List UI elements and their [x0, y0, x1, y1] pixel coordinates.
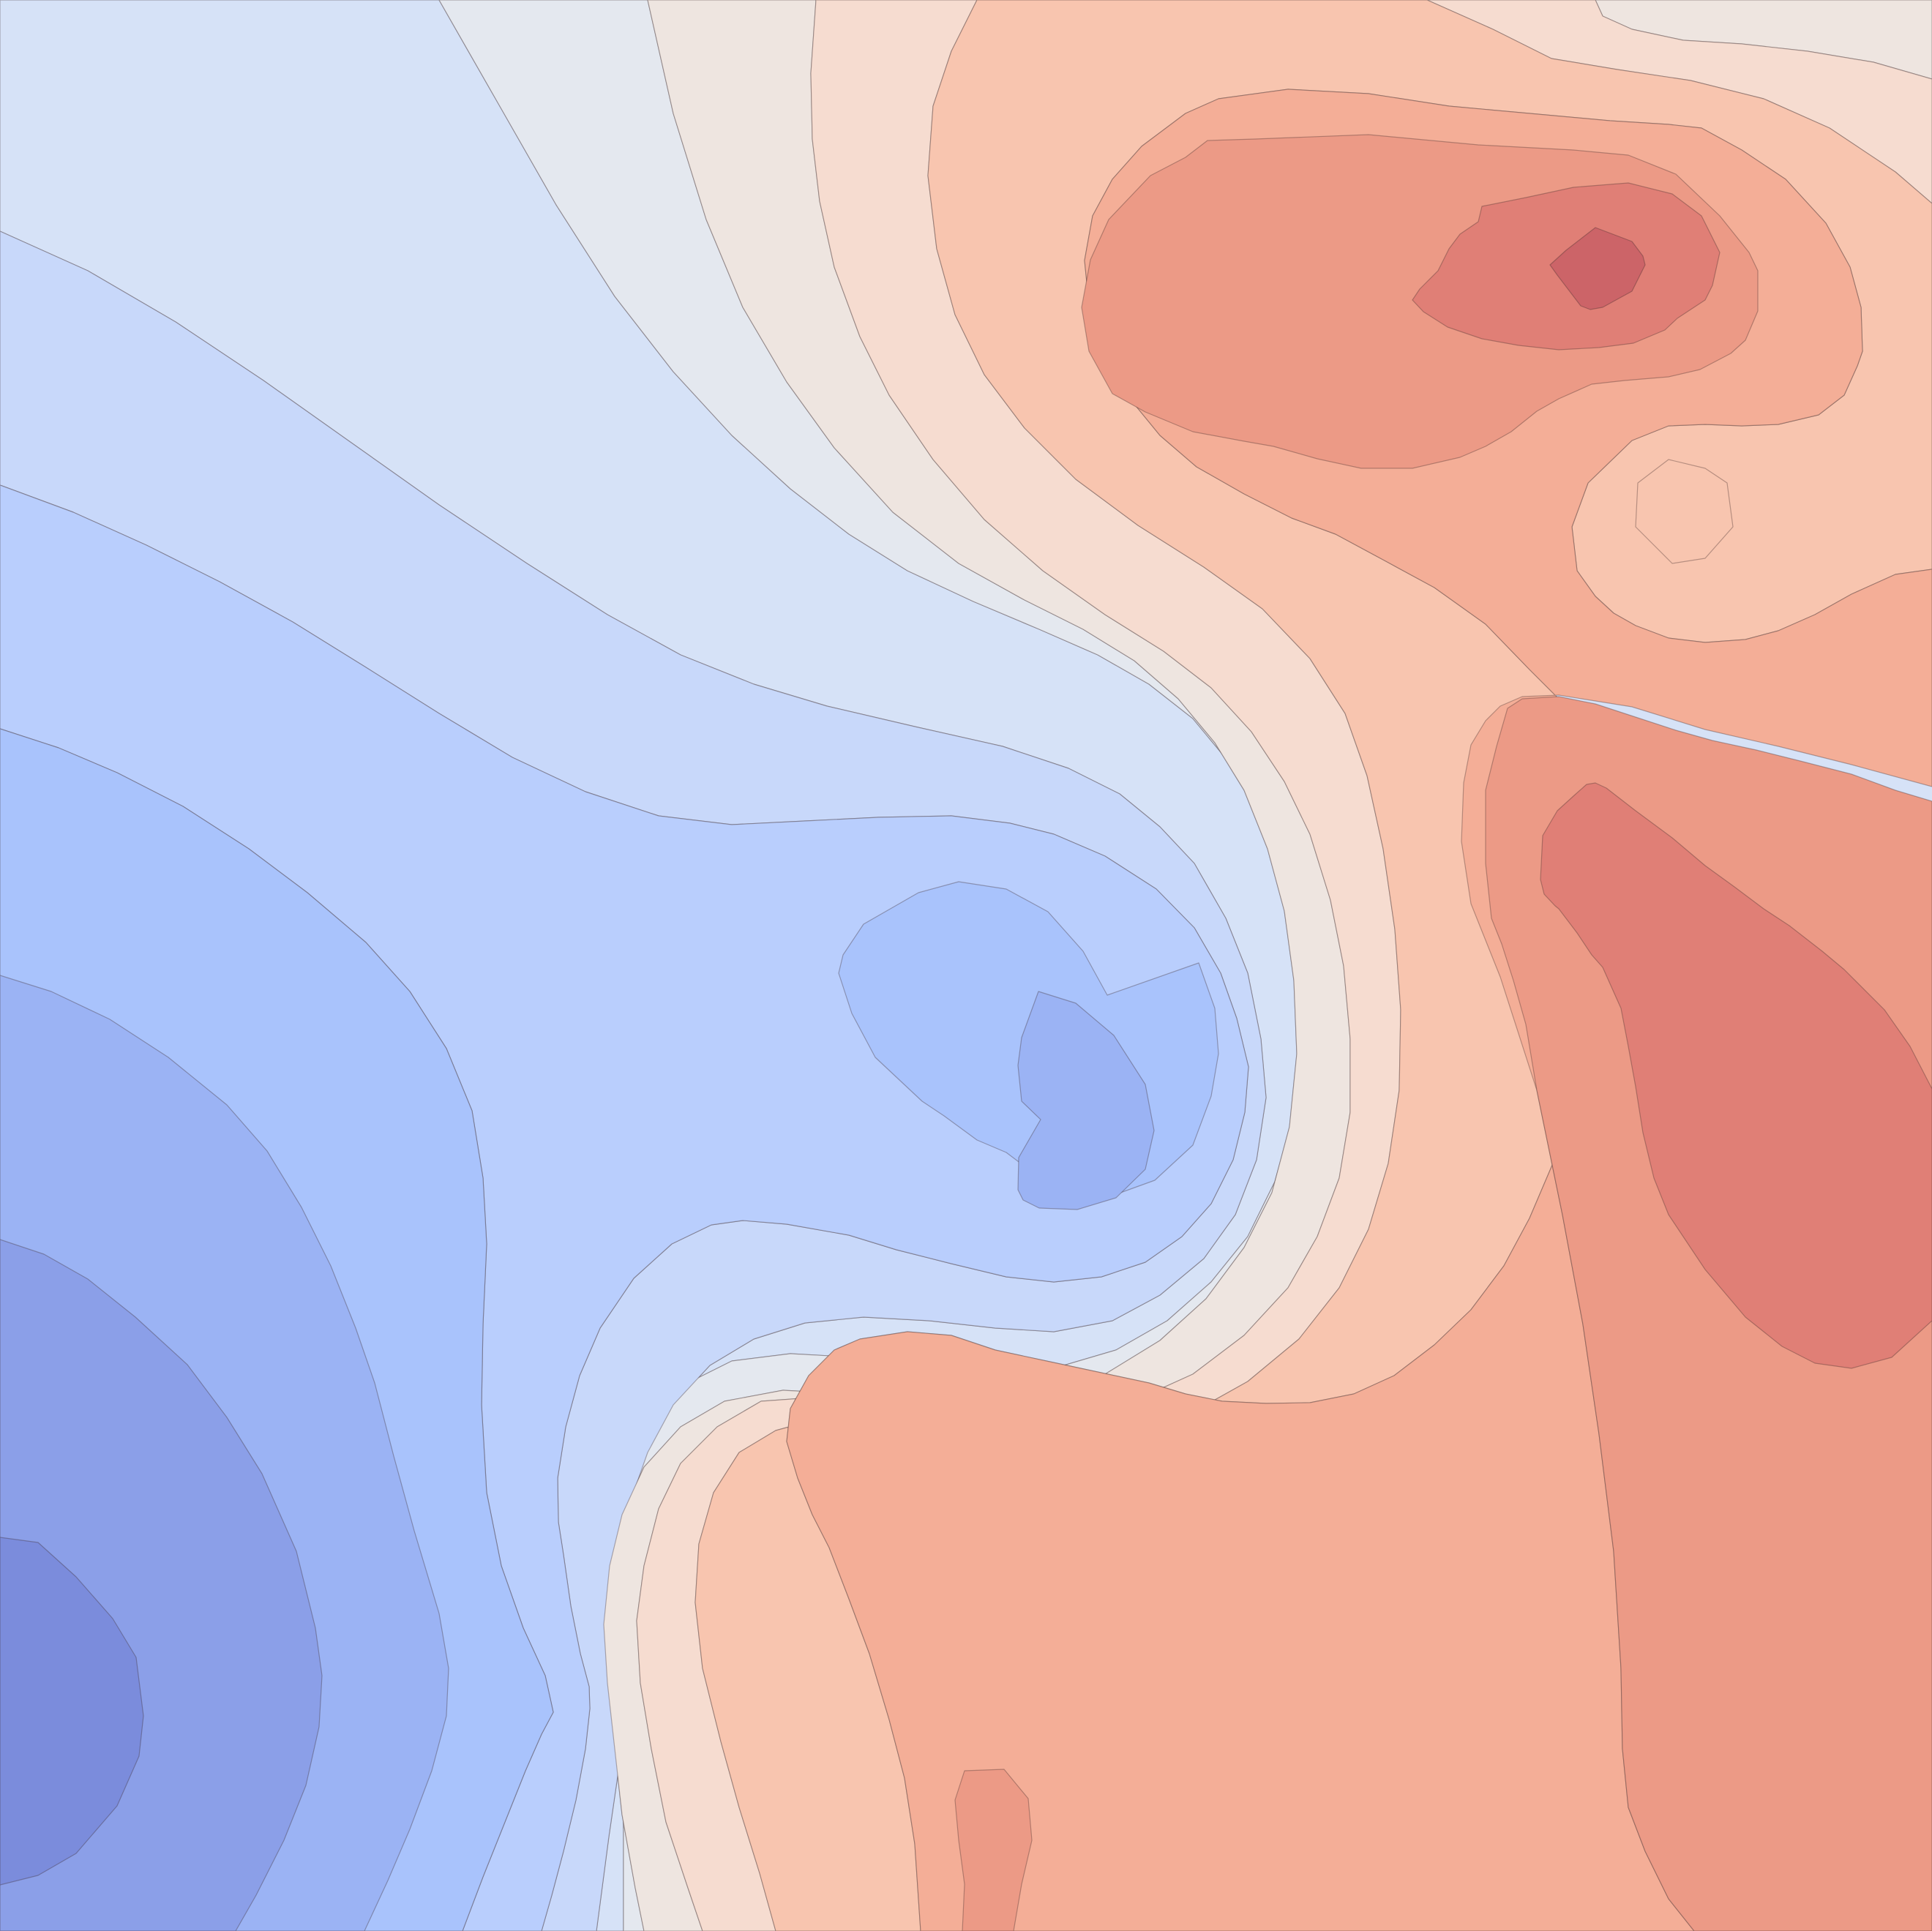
contour-plot — [0, 0, 1932, 1931]
contour-bands — [0, 0, 1932, 1931]
